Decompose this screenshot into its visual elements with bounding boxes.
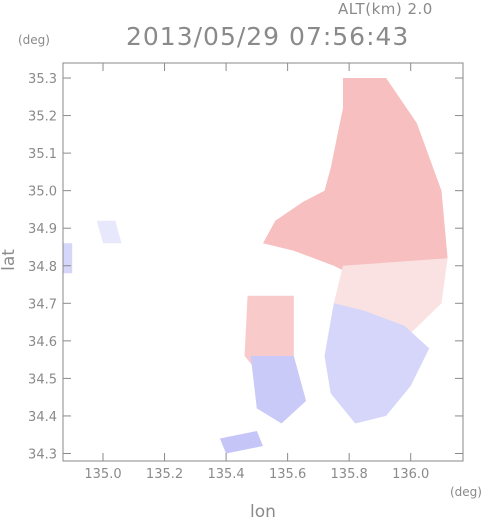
y-tick-label: 35.3 bbox=[28, 72, 57, 87]
x-tick-label: 136.0 bbox=[392, 467, 429, 482]
y-tick-label: 34.9 bbox=[28, 222, 57, 237]
x-tick-label: 135.8 bbox=[331, 467, 368, 482]
y-axis-unit: (deg) bbox=[18, 33, 50, 47]
y-tick-label: 34.8 bbox=[28, 260, 57, 275]
region-northwest-weak bbox=[96, 220, 122, 244]
region-central-mixed-negative bbox=[250, 355, 307, 424]
region-southeast-negative bbox=[324, 303, 430, 424]
x-tick-label: 135.0 bbox=[84, 467, 121, 482]
y-tick-label: 35.0 bbox=[28, 185, 57, 200]
altitude-label: ALT(km) 2.0 bbox=[338, 0, 433, 18]
y-tick-label: 34.7 bbox=[28, 297, 57, 312]
x-tick-label: 135.4 bbox=[207, 467, 244, 482]
velocity-field bbox=[63, 78, 448, 454]
x-tick-label: 135.2 bbox=[146, 467, 183, 482]
chart-title-timestamp: 2013/05/29 07:56:43 bbox=[126, 22, 410, 51]
region-northeast-positive bbox=[263, 78, 448, 296]
x-tick-label: 135.6 bbox=[269, 467, 306, 482]
axis-ticks: 135.0 135.2 135.4 135.6 135.8 136.0 34.3 34.4 34… bbox=[28, 63, 463, 482]
region-southwest-negative bbox=[219, 431, 263, 454]
y-tick-label: 34.6 bbox=[28, 335, 57, 350]
plot-frame bbox=[62, 62, 464, 462]
y-tick-label: 35.1 bbox=[28, 147, 57, 162]
region-west-negative bbox=[63, 243, 73, 274]
x-axis-title: lon bbox=[250, 502, 276, 522]
y-tick-label: 35.2 bbox=[28, 110, 57, 125]
x-axis-unit: (deg) bbox=[450, 485, 482, 499]
y-tick-label: 34.3 bbox=[28, 447, 57, 462]
y-tick-label: 34.5 bbox=[28, 372, 57, 387]
y-tick-label: 34.4 bbox=[28, 410, 57, 425]
